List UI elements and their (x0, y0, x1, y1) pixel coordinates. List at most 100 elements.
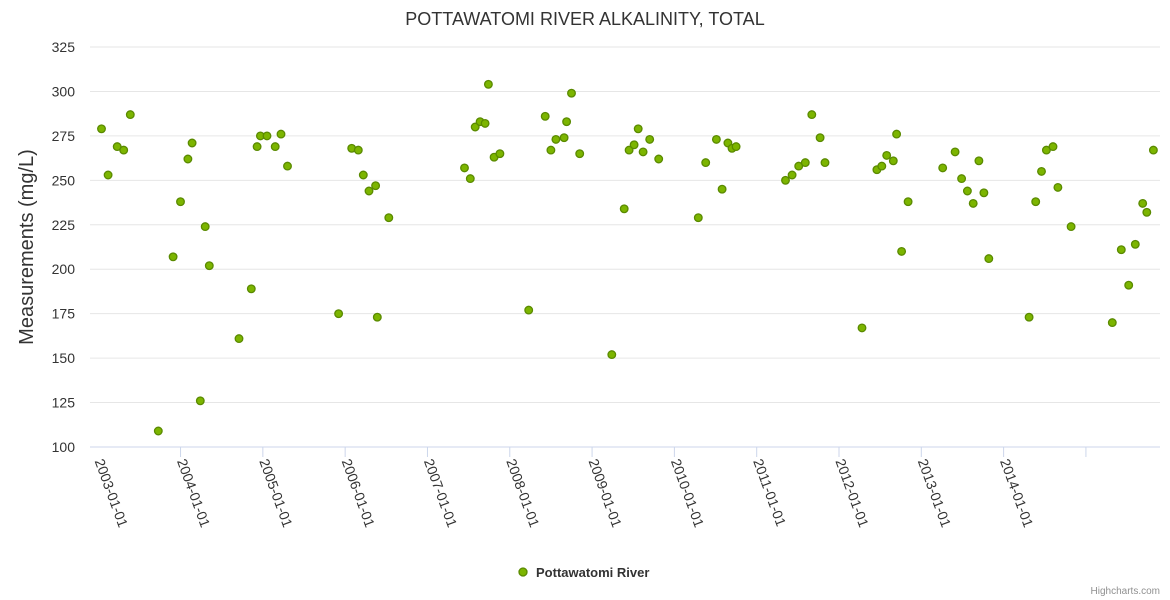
data-point[interactable] (1138, 198, 1148, 208)
data-point[interactable] (546, 145, 556, 155)
data-point[interactable] (781, 175, 790, 185)
data-point[interactable] (950, 147, 960, 157)
x-tick-label: 2010-01-01 (668, 457, 708, 530)
data-point[interactable] (270, 142, 280, 152)
x-tick-label: 2011-01-01 (750, 457, 789, 529)
data-point[interactable] (262, 131, 272, 141)
y-tick-label: 225 (52, 217, 76, 233)
data-point[interactable] (470, 122, 480, 132)
legend-marker-icon[interactable] (518, 567, 528, 577)
data-point[interactable] (551, 134, 561, 144)
data-point[interactable] (1031, 197, 1041, 207)
data-point[interactable] (195, 396, 205, 406)
data-point[interactable] (252, 142, 262, 152)
data-point[interactable] (903, 197, 913, 207)
data-point[interactable] (787, 170, 797, 180)
data-point[interactable] (717, 184, 727, 194)
data-point[interactable] (1148, 145, 1158, 155)
data-point[interactable] (567, 88, 576, 98)
data-point[interactable] (877, 161, 887, 171)
data-point[interactable] (857, 323, 867, 333)
data-point[interactable] (176, 197, 185, 207)
data-point[interactable] (125, 110, 135, 120)
data-point[interactable] (624, 145, 634, 155)
data-point[interactable] (364, 186, 374, 196)
data-point[interactable] (200, 222, 210, 232)
data-point[interactable] (495, 149, 505, 159)
data-point[interactable] (731, 142, 741, 152)
data-point[interactable] (204, 261, 214, 271)
data-point[interactable] (693, 213, 703, 223)
data-point[interactable] (619, 204, 629, 214)
data-point[interactable] (1130, 239, 1140, 249)
data-point[interactable] (800, 158, 810, 168)
data-point[interactable] (794, 161, 804, 171)
data-point[interactable] (607, 350, 617, 360)
x-tick-label: 2006-01-01 (339, 457, 379, 530)
data-point[interactable] (540, 111, 550, 121)
data-point[interactable] (979, 188, 989, 198)
data-point[interactable] (559, 133, 569, 143)
data-point[interactable] (1048, 142, 1058, 152)
data-point[interactable] (183, 154, 193, 164)
data-point[interactable] (962, 186, 972, 196)
data-point[interactable] (701, 158, 711, 168)
data-point[interactable] (888, 156, 898, 166)
data-point[interactable] (283, 161, 292, 171)
data-point[interactable] (1041, 145, 1051, 155)
data-point[interactable] (711, 134, 721, 144)
data-point[interactable] (372, 312, 382, 322)
data-point[interactable] (276, 129, 286, 139)
credits-link[interactable]: Highcharts.com (1091, 586, 1160, 597)
data-point[interactable] (97, 124, 106, 134)
data-point[interactable] (1124, 280, 1134, 290)
data-point[interactable] (1024, 312, 1034, 322)
data-point[interactable] (334, 309, 344, 319)
data-point[interactable] (465, 174, 475, 184)
x-tick-label: 2014-01-01 (997, 457, 1037, 530)
data-point[interactable] (1142, 207, 1152, 217)
data-point[interactable] (633, 124, 643, 134)
legend-label[interactable]: Pottawatomi River (536, 565, 649, 580)
data-point[interactable] (938, 163, 948, 173)
data-point[interactable] (892, 129, 902, 139)
data-point[interactable] (820, 158, 830, 168)
data-point[interactable] (524, 305, 534, 315)
data-point[interactable] (358, 170, 368, 180)
x-tick-label: 2003-01-01 (92, 457, 132, 530)
data-point[interactable] (1107, 318, 1117, 328)
data-point[interactable] (638, 147, 648, 157)
data-point[interactable] (1053, 182, 1063, 192)
data-point[interactable] (974, 156, 984, 166)
data-point[interactable] (384, 213, 394, 223)
data-point[interactable] (187, 138, 197, 148)
data-point[interactable] (629, 140, 639, 150)
data-point[interactable] (480, 118, 490, 128)
data-point[interactable] (575, 149, 585, 159)
data-point[interactable] (246, 284, 256, 294)
data-point[interactable] (645, 134, 655, 144)
data-point[interactable] (353, 145, 363, 155)
data-point[interactable] (103, 170, 113, 180)
data-point[interactable] (882, 150, 892, 160)
data-point[interactable] (168, 252, 178, 262)
data-point[interactable] (815, 133, 825, 143)
data-point[interactable] (119, 145, 129, 155)
data-point[interactable] (483, 79, 493, 89)
data-point[interactable] (460, 163, 469, 173)
data-point[interactable] (897, 246, 907, 256)
gridlines (90, 46, 1160, 404)
legend[interactable]: Pottawatomi River (518, 565, 649, 580)
data-point[interactable] (1066, 222, 1076, 232)
data-point[interactable] (807, 110, 817, 120)
data-point[interactable] (984, 254, 994, 264)
data-point[interactable] (1116, 245, 1126, 255)
data-point[interactable] (562, 117, 572, 127)
data-point[interactable] (1037, 166, 1046, 176)
data-point[interactable] (153, 426, 163, 436)
data-point[interactable] (654, 154, 664, 164)
data-point[interactable] (371, 181, 381, 191)
data-point[interactable] (234, 334, 244, 344)
data-point[interactable] (957, 174, 967, 184)
data-point[interactable] (968, 198, 978, 208)
